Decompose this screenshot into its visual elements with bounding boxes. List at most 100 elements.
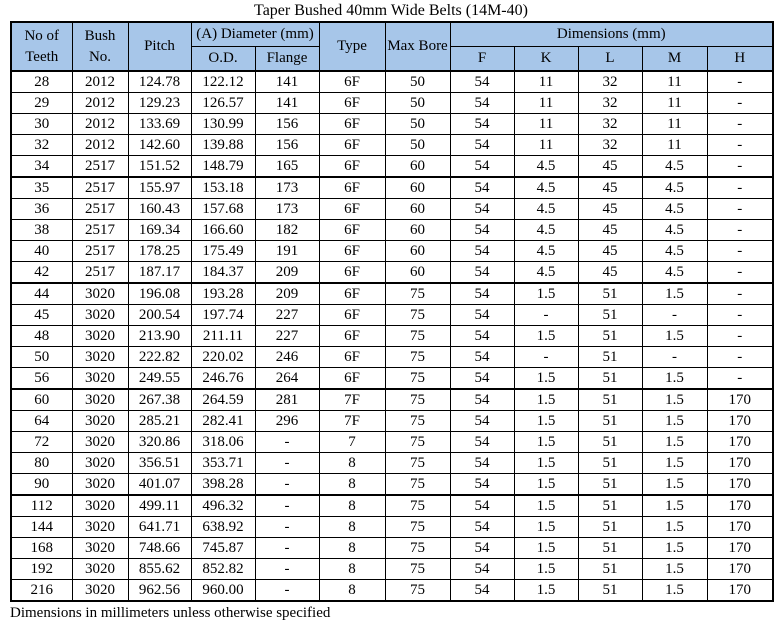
table-cell: -: [706, 70, 774, 93]
table-row: 72 3020 320.86 318.06-7 75 54 1.5 51 1.5 170: [10, 431, 774, 453]
table-cell: 11: [641, 113, 708, 135]
table-cell: 1.5: [513, 537, 579, 559]
table-cell: 4.5: [641, 176, 708, 199]
column-header-l: L: [577, 46, 643, 72]
table-row: 45 3020 200.54 197.74 227 6F 75 54-51- -: [10, 304, 774, 326]
table-cell: -: [706, 134, 774, 156]
table-cell: 398.28: [190, 473, 256, 496]
table-cell: 4.5: [641, 240, 708, 262]
table-cell: 148.79: [190, 155, 256, 178]
table-cell: 209: [254, 261, 320, 284]
table-cell: 356.51: [127, 452, 192, 474]
table-cell: 170: [706, 452, 774, 474]
table-cell: 6F: [318, 261, 386, 284]
table-cell: 51: [577, 558, 643, 580]
table-cell: 748.66: [127, 537, 192, 559]
table-cell: 3020: [71, 367, 129, 390]
column-header-h: H: [706, 46, 774, 72]
table-cell: 1.5: [513, 579, 579, 602]
table-cell: 38: [10, 219, 73, 241]
table-cell: 170: [706, 494, 774, 517]
table-cell: 44: [10, 282, 73, 305]
table-cell: 75: [384, 367, 451, 390]
table-cell: 11: [513, 70, 579, 93]
table-cell: -: [706, 219, 774, 241]
table-cell: 72: [10, 431, 73, 453]
table-cell: 75: [384, 537, 451, 559]
table-cell: 7F: [318, 388, 386, 411]
table-cell: 54: [449, 304, 515, 326]
table-cell: 45: [577, 155, 643, 178]
table-cell: 6F: [318, 176, 386, 199]
table-cell: 75: [384, 346, 451, 368]
table-cell: 2012: [71, 134, 129, 156]
table-cell: 2517: [71, 240, 129, 262]
table-cell: 50: [384, 113, 451, 135]
table-cell: 165: [254, 155, 320, 178]
table-cell: 855.62: [127, 558, 192, 580]
table-row: 36 2517 160.43 157.68 173 6F 60 54 4.5 45 4.5-: [10, 198, 774, 220]
table-cell: 3020: [71, 325, 129, 347]
table-cell: 156: [254, 113, 320, 135]
table-cell: 170: [706, 516, 774, 538]
table-row: 60 3020 267.38 264.59 281 7F 75 54 1.5 51 1.5 170: [10, 388, 774, 411]
table-row: 144 3020 641.71 638.92-8 75 54 1.5 51 1.5 170: [10, 516, 774, 538]
table-cell: -: [254, 537, 320, 559]
table-cell: 75: [384, 452, 451, 474]
table-cell: 28: [10, 70, 73, 93]
belt-spec-table: No of Teeth Bush No. Pitch (A) Diameter …: [10, 21, 775, 602]
table-cell: 3020: [71, 558, 129, 580]
table-cell: 1.5: [641, 367, 708, 390]
table-cell: 11: [513, 134, 579, 156]
header-row-2: O.D. Flange F K L M H: [11, 46, 774, 72]
table-cell: 1.5: [641, 516, 708, 538]
table-cell: 281: [254, 388, 320, 411]
table-cell: 4.5: [641, 198, 708, 220]
table-cell: -: [254, 452, 320, 474]
table-cell: 51: [577, 516, 643, 538]
table-cell: 187.17: [127, 261, 192, 284]
table-cell: 45: [577, 261, 643, 284]
table-cell: 1.5: [641, 537, 708, 559]
table-row: 32 2012 142.60 139.88 156 6F 50 54 11 32 11-: [10, 134, 774, 156]
table-cell: 1.5: [641, 282, 708, 305]
table-cell: 960.00: [190, 579, 256, 602]
table-cell: 124.78: [127, 70, 192, 93]
table-cell: 54: [449, 134, 515, 156]
table-cell: 155.97: [127, 176, 192, 199]
table-cell: 3020: [71, 282, 129, 305]
table-cell: 3020: [71, 346, 129, 368]
table-cell: 54: [449, 92, 515, 114]
table-cell: 75: [384, 494, 451, 517]
table-cell: 36: [10, 198, 73, 220]
table-cell: 211.11: [190, 325, 256, 347]
table-row: 112 3020 499.11 496.32-8 75 54 1.5 51 1.5 170: [10, 494, 774, 517]
table-cell: 54: [449, 431, 515, 453]
column-header-m: M: [641, 46, 708, 72]
table-cell: 6F: [318, 304, 386, 326]
table-cell: 54: [449, 155, 515, 178]
table-cell: 1.5: [513, 325, 579, 347]
table-cell: 11: [513, 113, 579, 135]
table-cell: 139.88: [190, 134, 256, 156]
table-cell: 1.5: [513, 388, 579, 411]
table-cell: 184.37: [190, 261, 256, 284]
table-cell: 3020: [71, 452, 129, 474]
table-cell: 1.5: [513, 431, 579, 453]
table-cell: 1.5: [641, 473, 708, 496]
table-cell: 51: [577, 346, 643, 368]
table-row: 80 3020 356.51 353.71-8 75 54 1.5 51 1.5 170: [10, 452, 774, 474]
table-cell: 3020: [71, 516, 129, 538]
table-cell: 51: [577, 537, 643, 559]
table-cell: 170: [706, 388, 774, 411]
table-cell: 6F: [318, 92, 386, 114]
table-cell: 4.5: [513, 261, 579, 284]
table-cell: 200.54: [127, 304, 192, 326]
table-cell: 54: [449, 240, 515, 262]
table-cell: 51: [577, 579, 643, 602]
column-header-max-bore: Max Bore: [384, 21, 451, 72]
column-header-k: K: [513, 46, 579, 72]
table-cell: 32: [10, 134, 73, 156]
table-cell: 182: [254, 219, 320, 241]
